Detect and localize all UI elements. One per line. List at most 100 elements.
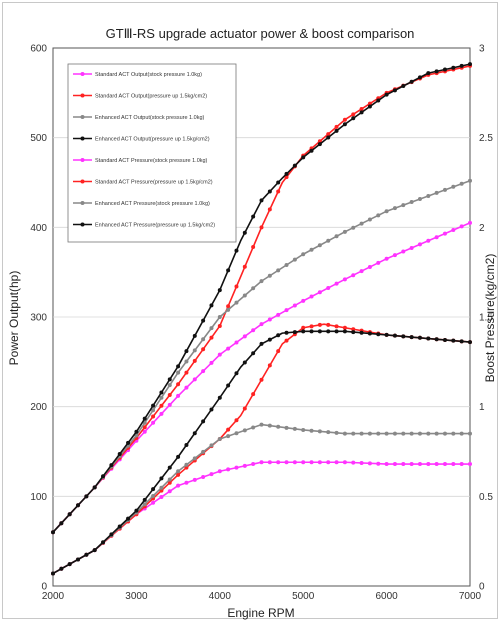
series-marker [442,67,447,72]
series-marker [284,171,289,176]
series-marker [226,304,231,309]
series-marker [392,253,397,258]
y-tick-left-label: 500 [30,133,47,144]
series-marker [167,377,172,382]
series-marker [217,315,222,319]
series-marker [367,331,372,336]
series-marker [309,329,314,334]
series-marker [142,420,147,425]
series-marker [159,395,164,400]
series-marker [392,462,397,467]
series-6 [51,322,472,576]
series-marker [184,465,189,470]
series-marker [459,462,464,467]
series-marker [267,337,272,342]
series-marker [351,116,356,121]
series-marker [301,155,306,160]
series-marker [226,346,231,351]
y-tick-left-label: 600 [30,44,47,55]
series-marker [176,393,181,398]
series-marker [234,340,239,345]
series-marker [401,334,406,339]
series-marker [384,209,389,214]
series-marker [234,418,239,423]
series-marker [442,337,447,342]
series-marker [334,329,339,334]
series-marker [451,228,456,233]
series-marker [184,480,189,485]
series-marker [142,497,147,502]
series-marker [426,462,431,467]
series-marker [192,333,197,338]
series-marker [359,110,364,115]
series-marker [342,229,347,234]
series-marker [192,348,197,353]
legend-entry-8: Enhanced ACT Pressure(pressure up 1.5kg/… [73,222,215,229]
series-marker [317,429,322,434]
series-marker [234,248,239,253]
series-marker [276,180,281,185]
series-marker [192,377,197,382]
y-tick-right-label: 0.5 [479,492,493,503]
series-marker [109,463,114,468]
y-tick-left-label: 300 [30,313,47,324]
series-marker [242,334,247,339]
y-tick-left-label: 0 [41,582,47,593]
series-marker [67,512,72,517]
series-marker [159,411,164,416]
series-marker [259,341,264,346]
series-marker [217,395,222,400]
series-marker [126,516,131,521]
legend-entry-4: Enhanced ACT Output(pressure up 1.5kg/cm… [73,136,210,143]
series-marker [426,336,431,341]
y-tick-right-label: 2.5 [479,133,493,144]
series-marker [392,206,397,211]
series-marker [426,431,431,436]
series-marker [234,371,239,376]
series-marker [176,483,181,488]
series-marker [351,460,356,465]
series-marker [151,414,156,419]
series-marker [451,65,456,70]
series-marker [209,326,214,331]
series-marker [184,349,189,354]
series-marker [401,249,406,254]
series-marker [417,335,422,340]
y-tick-right-label: 0 [479,582,485,593]
series-marker [76,557,81,562]
series-marker [176,472,181,477]
series-marker [276,189,281,194]
series-marker [384,462,389,467]
x-tick-label: 3000 [125,591,148,602]
series-marker [376,260,381,265]
series-marker [301,329,306,334]
series-marker [317,322,322,327]
series-marker [367,431,372,436]
series-marker [267,207,272,212]
series-marker [142,416,147,421]
series-marker [342,431,347,436]
series-marker [259,198,264,203]
series-marker [317,460,322,465]
y-tick-right-label: 1 [479,402,485,413]
series-marker [109,532,114,537]
series-marker [242,428,247,433]
series-line [52,423,470,575]
series-marker [334,430,339,435]
series-marker [209,443,214,448]
series-marker [234,300,239,305]
series-marker [142,425,147,430]
series-marker [292,257,297,262]
series-marker [176,454,181,459]
series-marker [468,178,472,183]
series-marker [442,462,447,467]
series-marker [101,540,106,545]
series-marker [159,495,164,500]
series-marker [417,75,422,80]
series-marker [326,322,331,327]
series-marker [468,431,472,436]
series-marker [351,225,356,230]
series-line [52,222,471,533]
series-marker [234,284,239,289]
